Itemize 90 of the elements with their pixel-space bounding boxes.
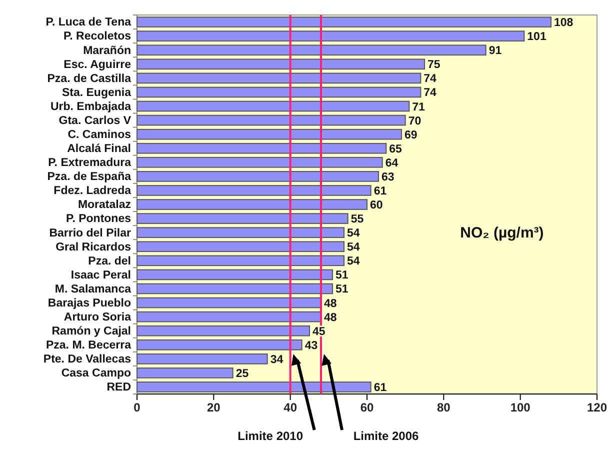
data-label: 71 <box>412 101 426 114</box>
data-label: 101 <box>527 31 547 44</box>
y-tick-label: Urb. Embajada <box>50 100 132 113</box>
bar <box>136 185 372 196</box>
bar <box>136 156 383 168</box>
y-tick-label: Gta. Carlos V <box>58 114 132 127</box>
data-label: 51 <box>336 284 349 296</box>
y-tick-label: RED <box>106 382 131 394</box>
bar <box>136 44 486 56</box>
bar <box>136 72 422 84</box>
data-label: 54 <box>347 228 360 240</box>
y-tick-label: Esc. Aguirre <box>64 58 131 71</box>
data-label: 51 <box>336 270 349 282</box>
y-tick-label: Fdez. Ladreda <box>54 185 132 198</box>
bar <box>136 353 268 364</box>
y-tick-label: Pte. De Vallecas <box>43 354 131 366</box>
x-tick-label: 40 <box>284 400 298 415</box>
bar <box>136 283 333 294</box>
y-tick-label: Marañón <box>83 44 131 57</box>
bar <box>136 58 425 70</box>
bar <box>136 171 379 182</box>
x-tick-label: 120 <box>586 400 608 415</box>
data-label: 34 <box>270 354 284 366</box>
ref-line-label: Limite 2006 <box>353 429 420 443</box>
bar <box>136 297 322 308</box>
bar <box>136 325 310 336</box>
bar <box>136 142 387 154</box>
y-tick-label: Ramón y Cajal <box>52 326 131 338</box>
y-tick-label: P. Luca de Tena <box>46 16 132 29</box>
data-label: 48 <box>324 298 338 310</box>
bar <box>136 86 422 98</box>
bar <box>136 241 344 252</box>
data-label: 54 <box>347 242 360 254</box>
bar <box>136 255 344 266</box>
y-tick-label: Moratalaz <box>78 199 132 212</box>
data-label: 91 <box>488 45 502 58</box>
data-label: 70 <box>408 115 422 128</box>
data-label: 61 <box>374 185 388 198</box>
bar <box>136 368 234 378</box>
y-tick-label: Alcalá Final <box>67 143 131 156</box>
bar <box>136 128 402 140</box>
bar <box>136 311 322 322</box>
y-tick-label: Sta. Eugenia <box>62 86 132 99</box>
data-label: 65 <box>389 143 403 156</box>
annotation: NO₂ (µg/m³) <box>460 224 544 242</box>
y-tick-label: Pza. M. Becerra <box>46 340 132 352</box>
ref-line-label: Limite 2010 <box>238 429 304 443</box>
y-tick-label: Gral Ricardos <box>56 241 131 254</box>
x-tick-label: 20 <box>206 400 221 415</box>
y-tick-label: P. Recoletos <box>63 30 131 43</box>
bar <box>136 227 344 238</box>
data-label: 64 <box>385 157 399 170</box>
bar <box>136 339 302 350</box>
data-label: 55 <box>350 214 364 226</box>
bar <box>136 16 552 28</box>
data-label: 43 <box>304 340 318 352</box>
y-tick-label: M. Salamanca <box>54 283 132 296</box>
data-label: 75 <box>428 59 441 72</box>
y-tick-label: Arturo Soria <box>64 311 132 324</box>
y-tick-label: Barajas Pueblo <box>48 297 131 310</box>
x-tick-label: 0 <box>134 400 141 415</box>
data-label: 25 <box>236 368 250 380</box>
data-label: 54 <box>347 256 360 268</box>
bar <box>136 213 348 224</box>
y-tick-label: Pza. de España <box>47 171 132 184</box>
bar <box>136 382 372 392</box>
y-tick-label: Pza. de Castilla <box>47 72 132 85</box>
x-tick-label: 60 <box>360 400 374 415</box>
bar <box>136 269 333 280</box>
y-tick-label: Isaac Peral <box>70 269 131 282</box>
data-label: 74 <box>424 87 438 100</box>
data-label: 69 <box>404 129 418 142</box>
data-label: 48 <box>324 312 338 324</box>
y-tick-label: Casa Campo <box>61 368 131 380</box>
data-label: 61 <box>374 382 388 394</box>
y-tick-label: P. Extremadura <box>48 157 132 170</box>
x-tick-label: 80 <box>436 400 451 415</box>
y-tick-label: Barrio del Pilar <box>49 227 132 240</box>
bar <box>136 100 410 112</box>
bar <box>136 30 525 42</box>
bar <box>136 199 368 210</box>
data-label: 108 <box>554 17 574 30</box>
y-tick-label: P. Pontones <box>66 213 131 226</box>
data-label: 74 <box>424 73 438 86</box>
y-tick-label: C. Caminos <box>68 128 131 141</box>
bar <box>136 114 406 126</box>
data-label: 60 <box>370 200 383 212</box>
data-label: 63 <box>382 171 394 184</box>
x-tick-label: 100 <box>510 400 531 415</box>
y-tick-label: Pza. del <box>88 255 131 268</box>
